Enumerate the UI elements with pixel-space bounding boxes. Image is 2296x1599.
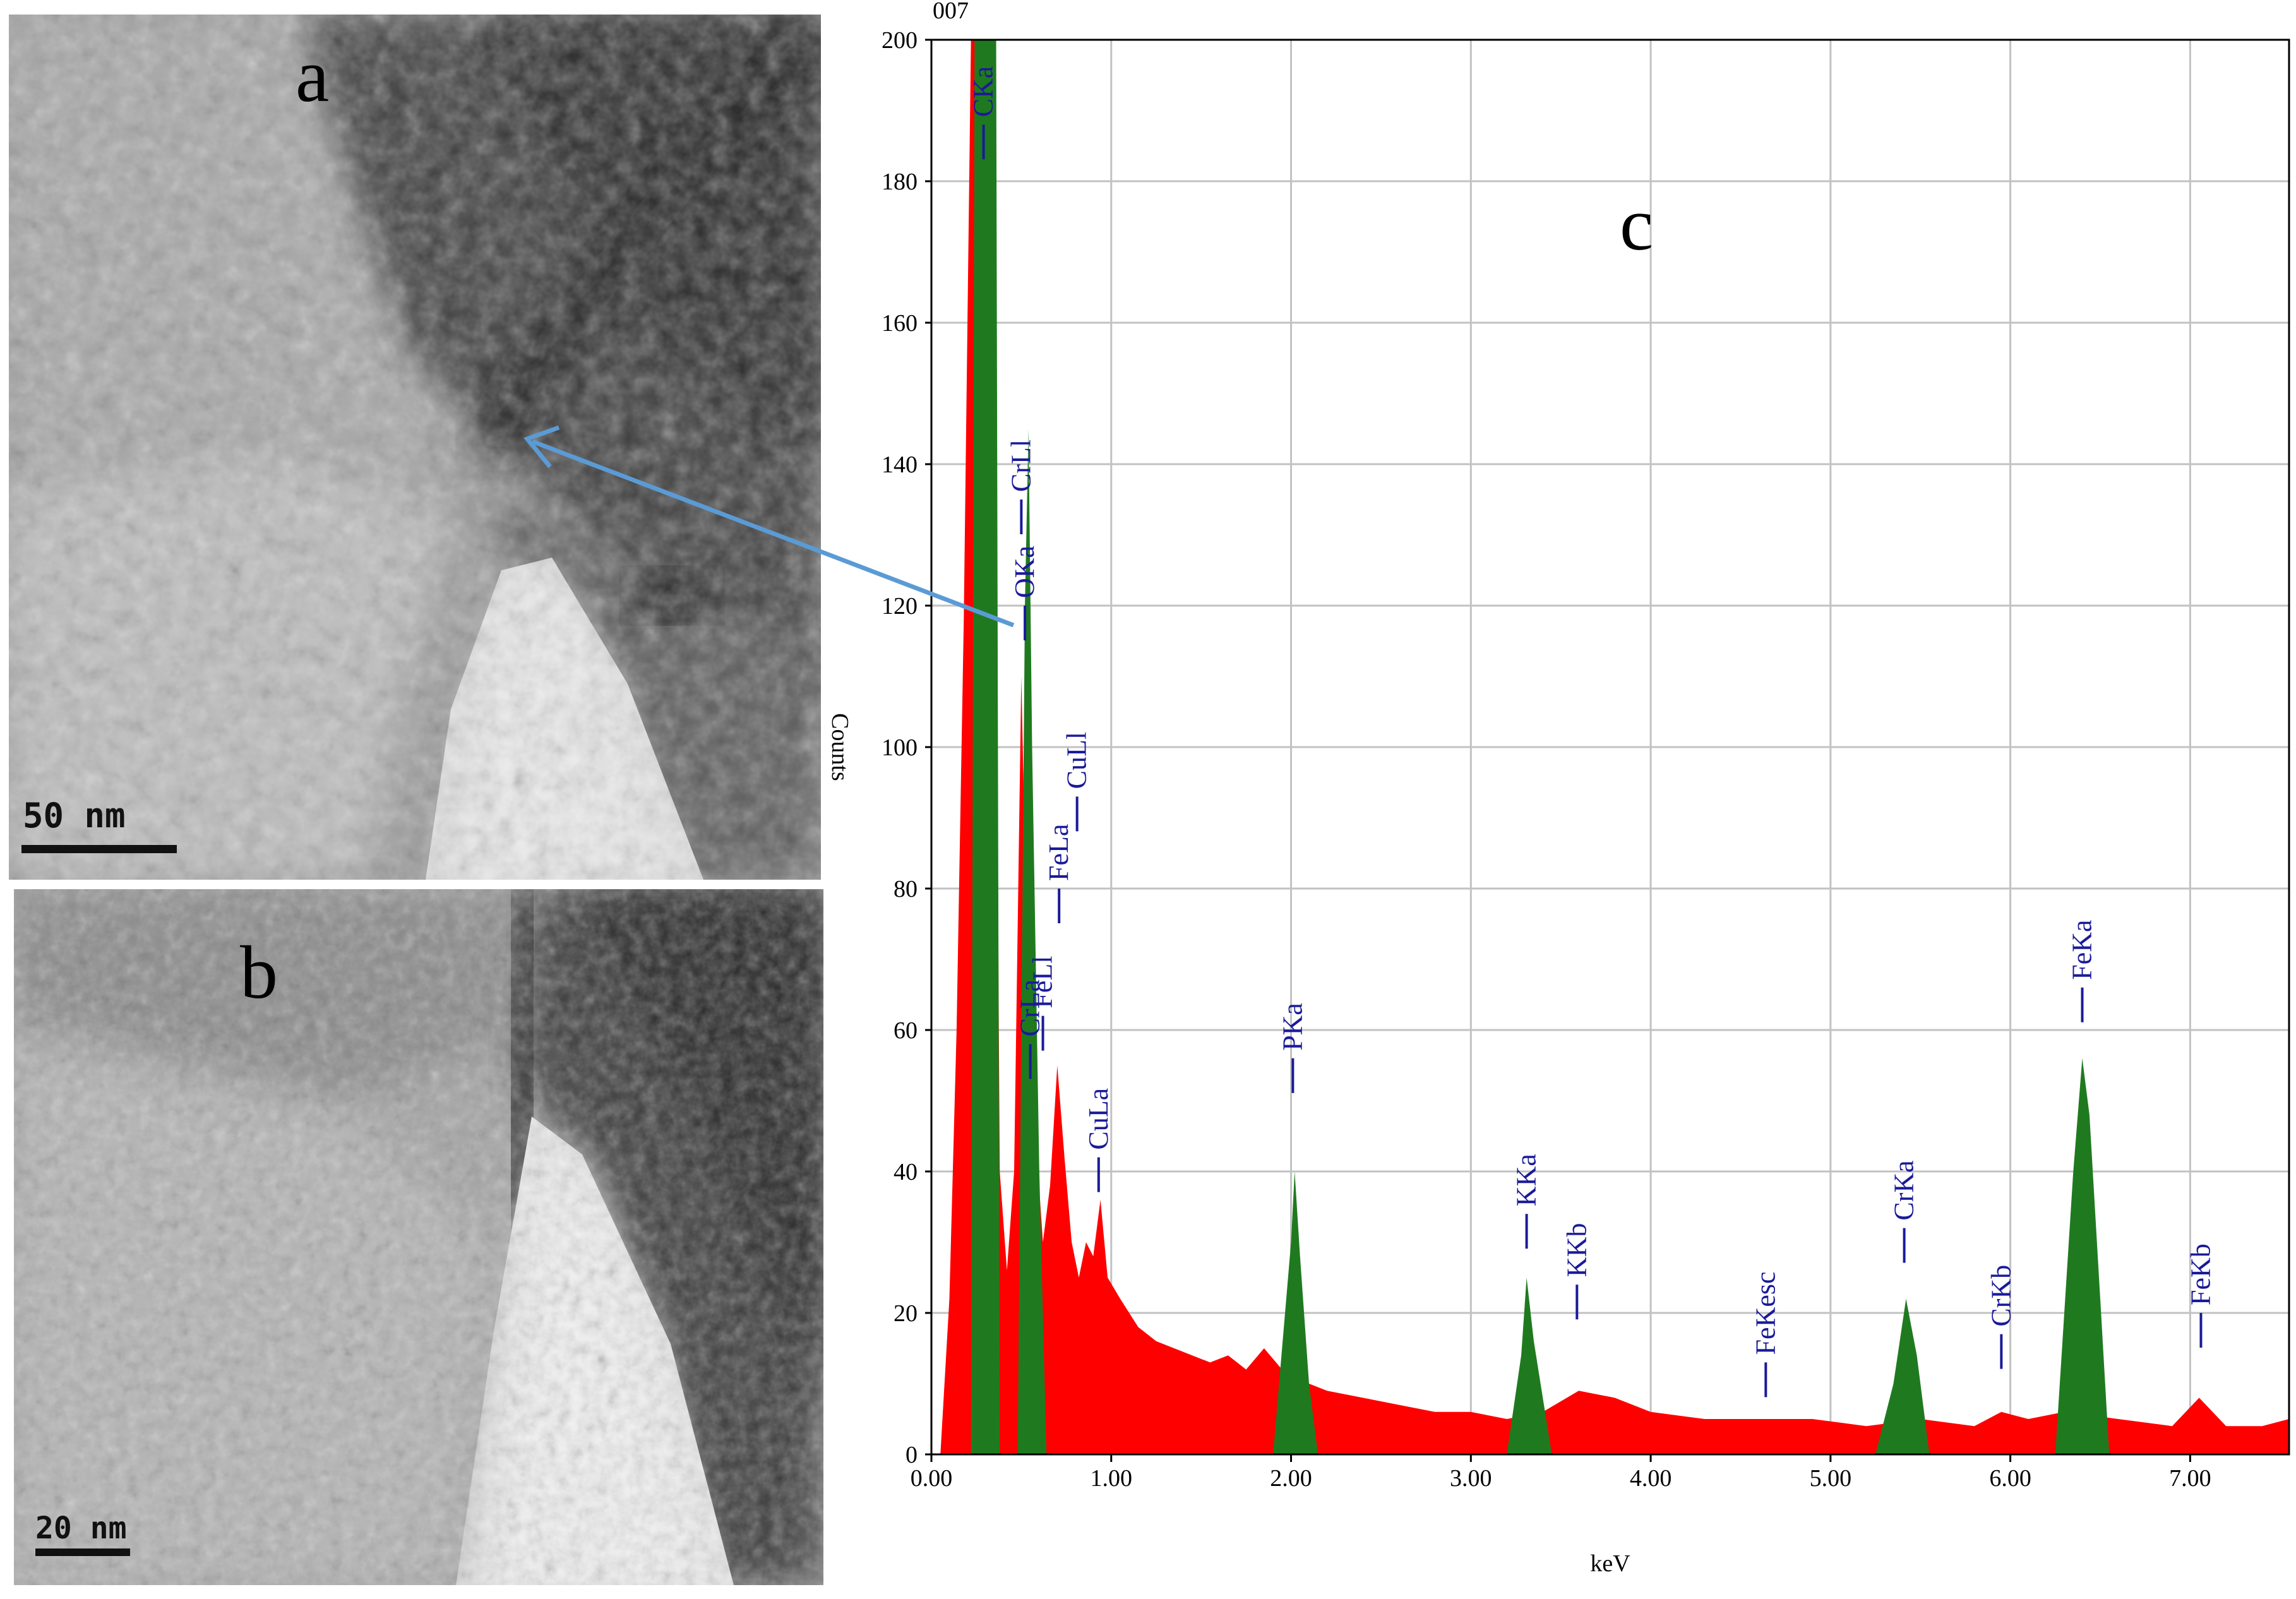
peak-label-crkb: CrKb <box>1985 1265 2016 1327</box>
x-tick-label: 4.00 <box>1630 1465 1672 1492</box>
peak-label-fekesc: FeKesc <box>1750 1271 1781 1355</box>
x-axis-title: keV <box>1590 1550 1630 1577</box>
y-tick-label: 20 <box>894 1300 918 1327</box>
tem-image-a-graphic <box>9 15 821 880</box>
panel-label-b: b <box>240 930 278 1014</box>
peak-label-crka: CrKa <box>1889 1160 1920 1220</box>
y-tick-label: 160 <box>882 310 918 337</box>
x-tick-label: 7.00 <box>2169 1465 2211 1492</box>
peak-label-kkb: KKb <box>1561 1223 1592 1278</box>
x-tick-label: 1.00 <box>1091 1465 1133 1492</box>
peak-label-feka: FeKa <box>2067 919 2098 979</box>
tem-image-b <box>14 889 823 1585</box>
peak-area <box>1507 1278 1552 1454</box>
x-tick-label: 0.00 <box>911 1465 953 1492</box>
peak-area <box>1875 1298 1930 1454</box>
scale-bar-label-a: 50 nm <box>23 796 126 835</box>
scale-bar-b <box>35 1548 130 1556</box>
y-tick-label: 140 <box>882 452 918 478</box>
peak-label-oka: OKa <box>1009 546 1040 598</box>
x-tick-label: 3.00 <box>1450 1465 1492 1492</box>
y-tick-label: 0 <box>906 1442 918 1468</box>
pointer-arrow <box>531 439 1015 628</box>
background-series <box>940 40 2290 1454</box>
peak-label-pka: PKa <box>1277 1003 1308 1051</box>
scale-bar-a <box>21 845 177 853</box>
tem-image-a <box>9 15 821 880</box>
peak-series <box>971 40 2110 1454</box>
peak-area <box>1273 1171 1318 1454</box>
scale-bar-label-b: 20 nm <box>35 1511 127 1546</box>
y-tick-label: 200 <box>882 27 918 54</box>
y-tick-label: 100 <box>882 734 918 761</box>
edx-spectrum-chart: 0.00 1.00 2.00 3.00 4.00 5.00 6.00 7.00 0 20 40 60 8… <box>523 0 2290 1577</box>
peak-label-fela: FeLa <box>1043 824 1074 881</box>
peak-area <box>2055 1058 2110 1454</box>
x-tick-label: 5.00 <box>1810 1465 1852 1492</box>
peak-label-cka: CKa <box>968 66 999 117</box>
y-tick-label: 120 <box>882 593 918 620</box>
tem-image-b-graphic <box>14 889 823 1585</box>
x-tick-label: 2.00 <box>1270 1465 1312 1492</box>
peak-label-crll: CrLl <box>1005 440 1036 492</box>
peak-label-kka: KKa <box>1511 1154 1542 1206</box>
peak-label-cula: CuLa <box>1083 1088 1114 1150</box>
background-area <box>940 40 2290 1454</box>
panel-label-c: c <box>1620 182 1653 266</box>
panel-label-a: a <box>296 33 330 117</box>
y-tick-label: 180 <box>882 169 918 195</box>
peak-area <box>971 40 1000 1454</box>
y-tick-label: 80 <box>894 876 918 902</box>
x-tick-label: 6.00 <box>1989 1465 2031 1492</box>
y-axis-title: Counts <box>827 713 853 781</box>
peak-label-cull: CuLl <box>1061 732 1092 789</box>
peak-label-crla: CrLa <box>1015 979 1046 1036</box>
top-left-fragment: 007 <box>933 0 969 24</box>
peak-label-fekb: FeKb <box>2185 1243 2216 1305</box>
peak-area <box>1017 429 1047 1454</box>
axis-ticks: 0.00 1.00 2.00 3.00 4.00 5.00 6.00 7.00 0 20 40 60 8… <box>882 27 2211 1492</box>
y-tick-label: 60 <box>894 1017 918 1044</box>
peak-label-fell: FeLl <box>1027 955 1058 1008</box>
y-tick-label: 40 <box>894 1159 918 1185</box>
pointer-arrow-head <box>523 425 560 469</box>
